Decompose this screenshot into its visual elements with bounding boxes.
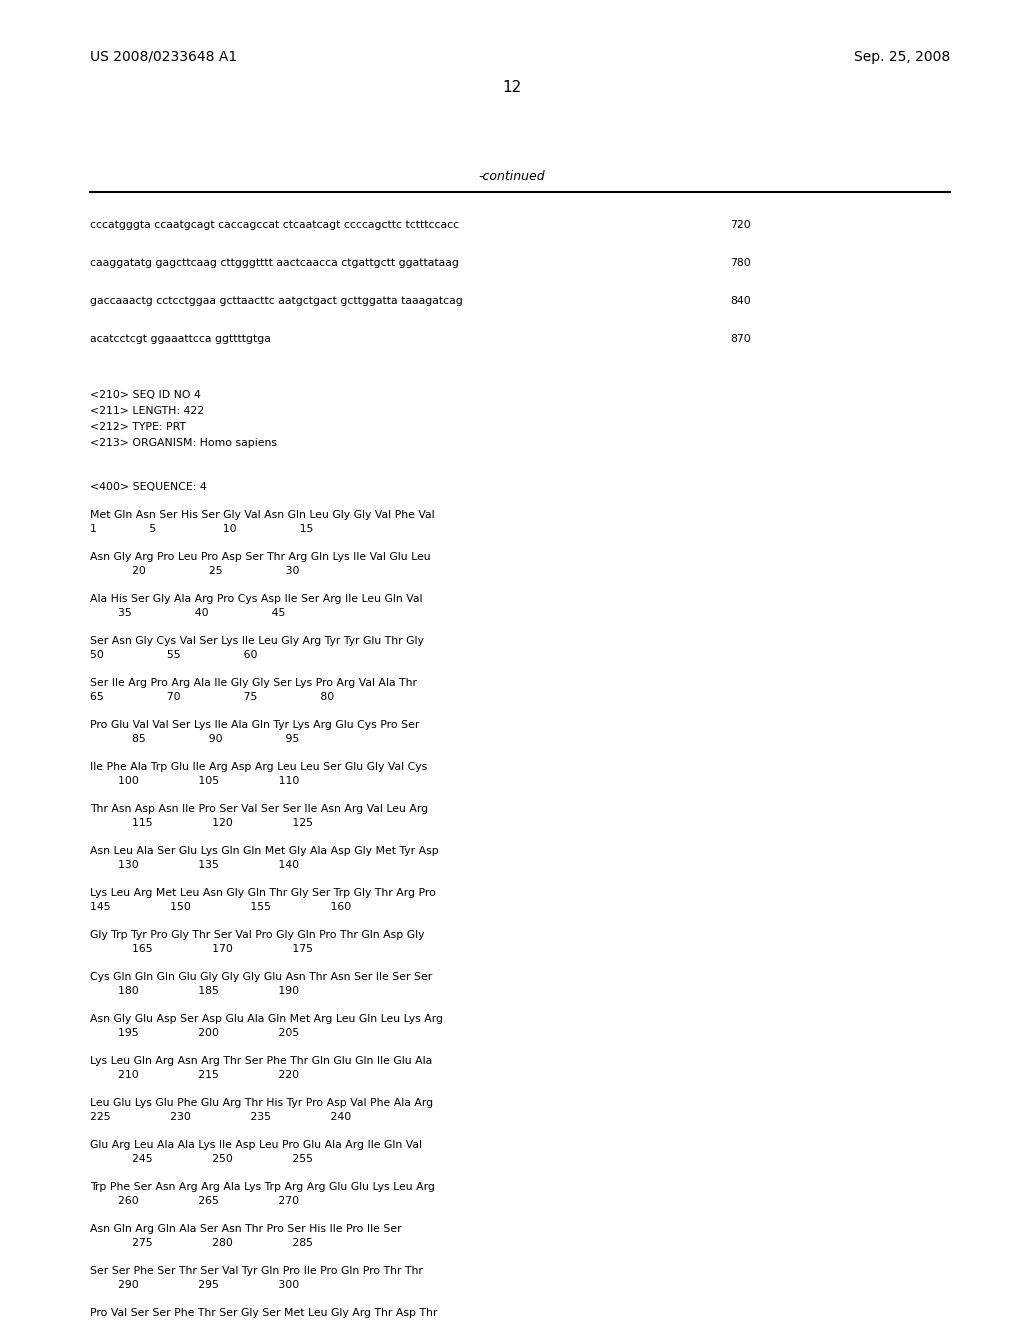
Text: cccatgggta ccaatgcagt caccagccat ctcaatcagt ccccagcttc tctttccacc: cccatgggta ccaatgcagt caccagccat ctcaatc… xyxy=(90,220,459,230)
Text: Ile Phe Ala Trp Glu Ile Arg Asp Arg Leu Leu Ser Glu Gly Val Cys: Ile Phe Ala Trp Glu Ile Arg Asp Arg Leu … xyxy=(90,762,427,772)
Text: Leu Glu Lys Glu Phe Glu Arg Thr His Tyr Pro Asp Val Phe Ala Arg: Leu Glu Lys Glu Phe Glu Arg Thr His Tyr … xyxy=(90,1098,433,1107)
Text: 210                 215                 220: 210 215 220 xyxy=(90,1071,299,1080)
Text: 12: 12 xyxy=(503,81,521,95)
Text: <213> ORGANISM: Homo sapiens: <213> ORGANISM: Homo sapiens xyxy=(90,438,278,447)
Text: 870: 870 xyxy=(730,334,751,345)
Text: 225                 230                 235                 240: 225 230 235 240 xyxy=(90,1111,351,1122)
Text: Gly Trp Tyr Pro Gly Thr Ser Val Pro Gly Gln Pro Thr Gln Asp Gly: Gly Trp Tyr Pro Gly Thr Ser Val Pro Gly … xyxy=(90,931,425,940)
Text: Glu Arg Leu Ala Ala Lys Ile Asp Leu Pro Glu Ala Arg Ile Gln Val: Glu Arg Leu Ala Ala Lys Ile Asp Leu Pro … xyxy=(90,1140,422,1150)
Text: 275                 280                 285: 275 280 285 xyxy=(90,1238,313,1247)
Text: Ser Ser Phe Ser Thr Ser Val Tyr Gln Pro Ile Pro Gln Pro Thr Thr: Ser Ser Phe Ser Thr Ser Val Tyr Gln Pro … xyxy=(90,1266,423,1276)
Text: Sep. 25, 2008: Sep. 25, 2008 xyxy=(854,50,950,63)
Text: US 2008/0233648 A1: US 2008/0233648 A1 xyxy=(90,50,238,63)
Text: 100                 105                 110: 100 105 110 xyxy=(90,776,299,785)
Text: <212> TYPE: PRT: <212> TYPE: PRT xyxy=(90,422,186,432)
Text: 85                  90                  95: 85 90 95 xyxy=(90,734,299,744)
Text: 165                 170                 175: 165 170 175 xyxy=(90,944,313,954)
Text: 145                 150                 155                 160: 145 150 155 160 xyxy=(90,902,351,912)
Text: Pro Val Ser Ser Phe Thr Ser Gly Ser Met Leu Gly Arg Thr Asp Thr: Pro Val Ser Ser Phe Thr Ser Gly Ser Met … xyxy=(90,1308,437,1317)
Text: gaccaaactg cctcctggaa gcttaacttc aatgctgact gcttggatta taaagatcag: gaccaaactg cctcctggaa gcttaacttc aatgctg… xyxy=(90,296,463,306)
Text: Asn Gln Arg Gln Ala Ser Asn Thr Pro Ser His Ile Pro Ile Ser: Asn Gln Arg Gln Ala Ser Asn Thr Pro Ser … xyxy=(90,1224,401,1234)
Text: Trp Phe Ser Asn Arg Arg Ala Lys Trp Arg Arg Glu Glu Lys Leu Arg: Trp Phe Ser Asn Arg Arg Ala Lys Trp Arg … xyxy=(90,1181,435,1192)
Text: 195                 200                 205: 195 200 205 xyxy=(90,1028,299,1038)
Text: 35                  40                  45: 35 40 45 xyxy=(90,609,286,618)
Text: Asn Gly Arg Pro Leu Pro Asp Ser Thr Arg Gln Lys Ile Val Glu Leu: Asn Gly Arg Pro Leu Pro Asp Ser Thr Arg … xyxy=(90,552,431,562)
Text: Thr Asn Asp Asn Ile Pro Ser Val Ser Ser Ile Asn Arg Val Leu Arg: Thr Asn Asp Asn Ile Pro Ser Val Ser Ser … xyxy=(90,804,428,814)
Text: Asn Gly Glu Asp Ser Asp Glu Ala Gln Met Arg Leu Gln Leu Lys Arg: Asn Gly Glu Asp Ser Asp Glu Ala Gln Met … xyxy=(90,1014,443,1024)
Text: Lys Leu Gln Arg Asn Arg Thr Ser Phe Thr Gln Glu Gln Ile Glu Ala: Lys Leu Gln Arg Asn Arg Thr Ser Phe Thr … xyxy=(90,1056,432,1067)
Text: Ala His Ser Gly Ala Arg Pro Cys Asp Ile Ser Arg Ile Leu Gln Val: Ala His Ser Gly Ala Arg Pro Cys Asp Ile … xyxy=(90,594,423,605)
Text: Pro Glu Val Val Ser Lys Ile Ala Gln Tyr Lys Arg Glu Cys Pro Ser: Pro Glu Val Val Ser Lys Ile Ala Gln Tyr … xyxy=(90,719,420,730)
Text: Cys Gln Gln Gln Glu Gly Gly Gly Glu Asn Thr Asn Ser Ile Ser Ser: Cys Gln Gln Gln Glu Gly Gly Gly Glu Asn … xyxy=(90,972,432,982)
Text: 720: 720 xyxy=(730,220,751,230)
Text: <211> LENGTH: 422: <211> LENGTH: 422 xyxy=(90,407,204,416)
Text: Asn Leu Ala Ser Glu Lys Gln Gln Met Gly Ala Asp Gly Met Tyr Asp: Asn Leu Ala Ser Glu Lys Gln Gln Met Gly … xyxy=(90,846,438,855)
Text: 245                 250                 255: 245 250 255 xyxy=(90,1154,313,1164)
Text: acatcctcgt ggaaattcca ggttttgtga: acatcctcgt ggaaattcca ggttttgtga xyxy=(90,334,271,345)
Text: caaggatatg gagcttcaag cttgggtttt aactcaacca ctgattgctt ggattataag: caaggatatg gagcttcaag cttgggtttt aactcaa… xyxy=(90,257,459,268)
Text: 130                 135                 140: 130 135 140 xyxy=(90,861,299,870)
Text: Lys Leu Arg Met Leu Asn Gly Gln Thr Gly Ser Trp Gly Thr Arg Pro: Lys Leu Arg Met Leu Asn Gly Gln Thr Gly … xyxy=(90,888,436,898)
Text: Ser Asn Gly Cys Val Ser Lys Ile Leu Gly Arg Tyr Tyr Glu Thr Gly: Ser Asn Gly Cys Val Ser Lys Ile Leu Gly … xyxy=(90,636,424,645)
Text: <210> SEQ ID NO 4: <210> SEQ ID NO 4 xyxy=(90,389,201,400)
Text: Ser Ile Arg Pro Arg Ala Ile Gly Gly Ser Lys Pro Arg Val Ala Thr: Ser Ile Arg Pro Arg Ala Ile Gly Gly Ser … xyxy=(90,678,417,688)
Text: 180                 185                 190: 180 185 190 xyxy=(90,986,299,997)
Text: 290                 295                 300: 290 295 300 xyxy=(90,1280,299,1290)
Text: 840: 840 xyxy=(730,296,751,306)
Text: 20                  25                  30: 20 25 30 xyxy=(90,566,299,576)
Text: 115                 120                 125: 115 120 125 xyxy=(90,818,313,828)
Text: 50                  55                  60: 50 55 60 xyxy=(90,649,257,660)
Text: 1               5                   10                  15: 1 5 10 15 xyxy=(90,524,313,535)
Text: 65                  70                  75                  80: 65 70 75 80 xyxy=(90,692,334,702)
Text: Met Gln Asn Ser His Ser Gly Val Asn Gln Leu Gly Gly Val Phe Val: Met Gln Asn Ser His Ser Gly Val Asn Gln … xyxy=(90,510,434,520)
Text: 260                 265                 270: 260 265 270 xyxy=(90,1196,299,1206)
Text: <400> SEQUENCE: 4: <400> SEQUENCE: 4 xyxy=(90,482,207,492)
Text: -continued: -continued xyxy=(478,170,546,183)
Text: 780: 780 xyxy=(730,257,751,268)
